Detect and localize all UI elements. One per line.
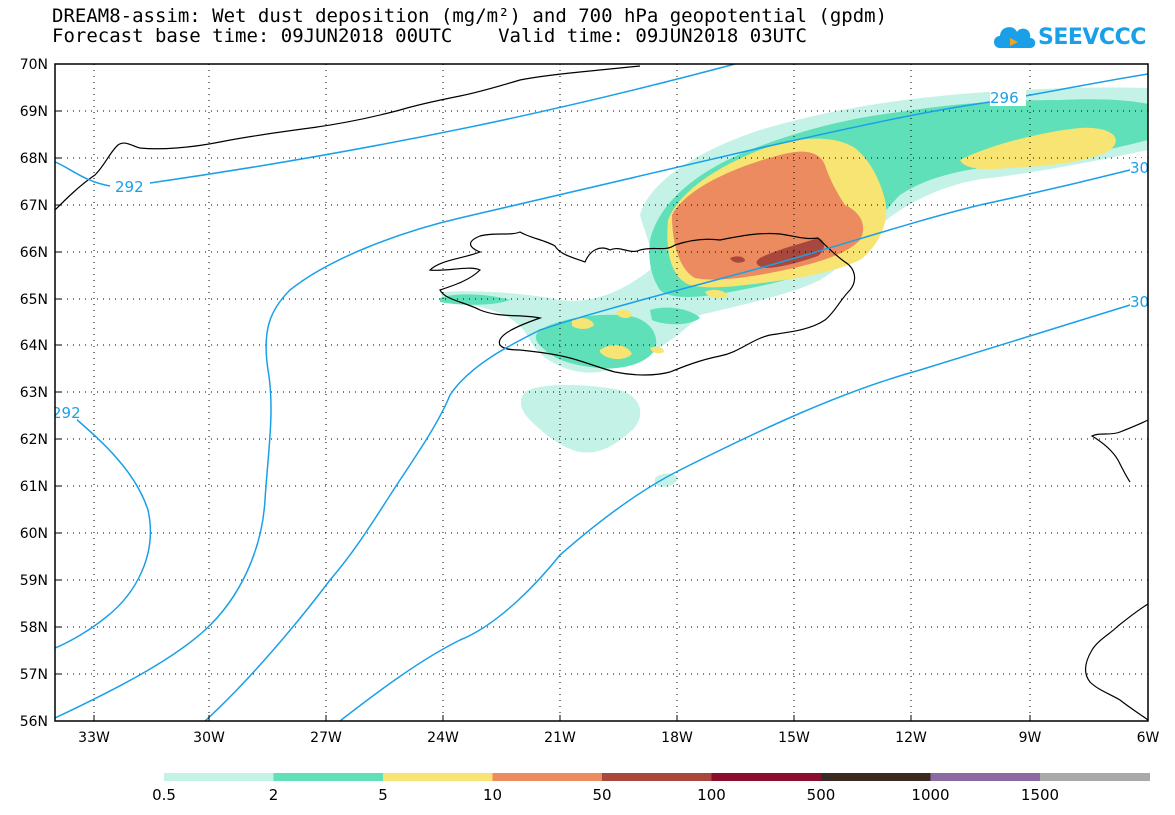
colorbar-label: 1500 [1021,786,1059,804]
lat-label: 68N [20,151,48,167]
contour-304 [339,304,1131,721]
lat-label: 61N [20,479,48,495]
lon-label: 30W [193,730,225,746]
colorbar-swatch [383,773,493,781]
chart-subtitle: Forecast base time: 09JUN2018 00UTC Vali… [52,25,807,47]
contour-label-292-west: 292 [52,404,81,422]
chart-title: DREAM8-assim: Wet dust deposition (mg/m²… [52,5,888,27]
scotland-coastline [1084,603,1148,721]
colorbar-swatch [1040,773,1150,781]
colorbar-swatch [492,773,603,781]
contour-292-north [55,64,736,187]
contour-label-300: 30 [1130,159,1149,177]
geopotential-contours [55,64,1148,721]
lon-label: 9W [1019,730,1042,746]
lat-lon-grid [55,64,1148,721]
lat-label: 69N [20,104,48,120]
lat-label: 64N [20,338,48,354]
deposition-level-50 [756,238,824,268]
cloud-logo-icon [994,27,1036,48]
colorbar-swatch [930,773,1041,781]
lon-label: 21W [544,730,576,746]
lat-label: 56N [20,714,48,730]
lat-label: 70N [20,57,48,73]
contour-label-304: 30 [1130,293,1149,311]
colorbar-label: 500 [807,786,836,804]
lon-label: 27W [310,730,342,746]
colorbar-swatch [711,773,822,781]
lon-label: 15W [778,730,810,746]
colorbar-swatch [821,773,931,781]
lat-label: 57N [20,667,48,683]
seevccc-logo: SEEVCCC [990,18,1150,58]
lat-label: 59N [20,573,48,589]
greenland-coastline [55,65,641,211]
lat-label: 66N [20,245,48,261]
logo-text: SEEVCCC [1038,25,1146,50]
contour-300 [204,169,1131,721]
longitude-labels: 33W 30W 27W 24W 21W 18W 15W 12W 9W 6W [78,730,1159,746]
latitude-labels: 70N 69N 68N 67N 66N 65N 64N 63N 62N 61N … [20,57,48,730]
lat-label: 67N [20,198,48,214]
contour-labels: 292 292 296 30 30 [52,88,1149,422]
lat-label: 63N [20,385,48,401]
colorbar-label: 1000 [911,786,949,804]
lat-label: 62N [20,432,48,448]
colorbar-swatch [602,773,712,781]
lon-label: 12W [895,730,927,746]
axis-ticks [55,63,1149,721]
colorbar-swatch [273,773,384,781]
colorbar-label: 0.5 [152,786,176,804]
lat-label: 58N [20,620,48,636]
contour-296 [55,73,1148,719]
iceland-coastline [428,231,856,376]
colorbar-label: 5 [378,786,388,804]
norway-coastline [1090,419,1148,483]
lon-label: 24W [427,730,459,746]
colorbar-label: 2 [269,786,279,804]
lat-label: 60N [20,526,48,542]
coastlines [55,65,1148,721]
lon-label: 6W [1137,730,1160,746]
colorbar-label: 100 [697,786,726,804]
lat-label: 65N [20,292,48,308]
colorbar: 0.5 2 5 10 50 100 500 1000 1500 [152,773,1150,804]
contour-label-292-north: 292 [115,178,144,196]
contour-292-west [55,417,152,649]
lon-label: 18W [661,730,693,746]
contour-label-296: 296 [990,89,1019,107]
colorbar-swatch [164,773,274,781]
colorbar-label: 50 [592,786,611,804]
colorbar-label: 10 [483,786,502,804]
lon-label: 33W [78,730,110,746]
